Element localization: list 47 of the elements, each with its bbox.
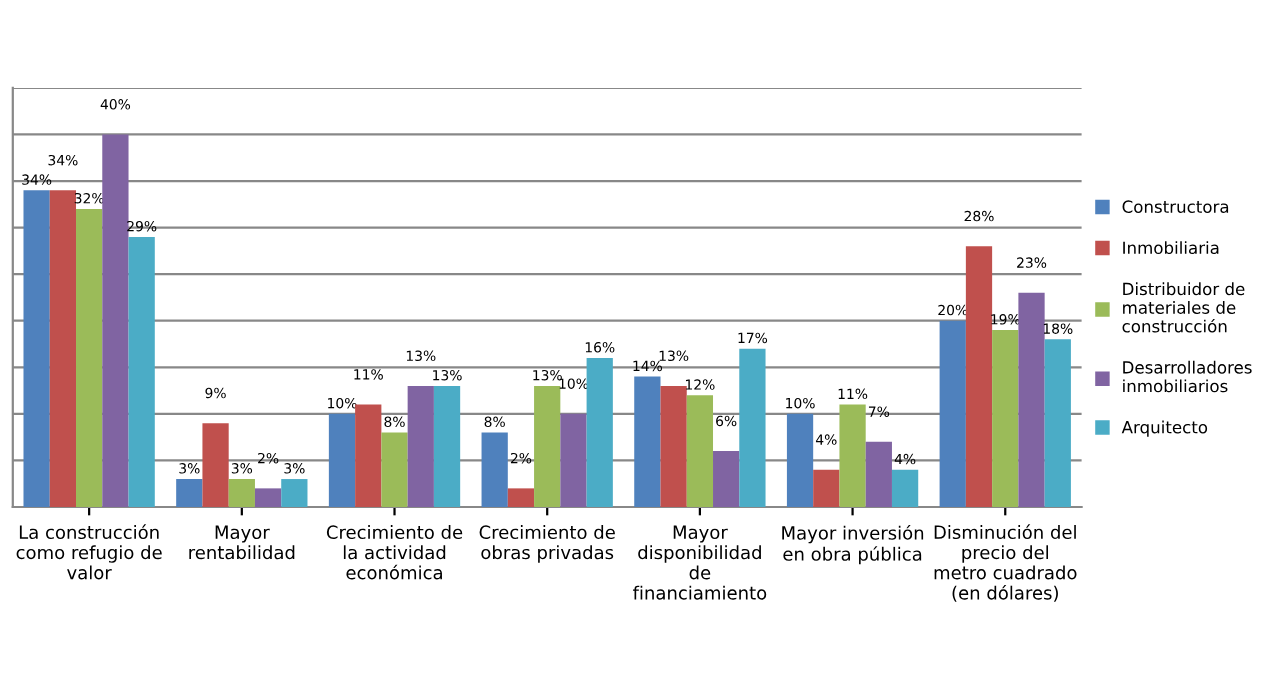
bar	[813, 469, 840, 507]
legend-label: Distribuidor de materiales de construcción	[1122, 282, 1245, 333]
bar	[786, 413, 814, 507]
bar	[713, 451, 740, 507]
bar	[355, 404, 382, 507]
x-tick-label: Crecimiento de la actividad económica	[326, 525, 463, 580]
legend-label: Desarrolladores inmobiliarios	[1123, 360, 1252, 393]
legend-label: Constructora	[1122, 200, 1229, 213]
bar	[865, 441, 892, 507]
bar	[23, 190, 50, 507]
bar	[560, 413, 587, 507]
bar	[76, 208, 103, 507]
x-tick-label: Mayor disponibilidad de financiamiento	[632, 525, 767, 600]
x-tick-label: La construcción como refugio de valor	[16, 524, 162, 580]
bar	[534, 385, 561, 507]
bar	[686, 395, 714, 507]
bar	[102, 134, 129, 507]
bar	[634, 376, 661, 507]
x-tick-label: Mayor rentabilidad	[189, 525, 295, 560]
bar	[254, 488, 282, 507]
bar	[202, 423, 229, 507]
bar	[739, 348, 766, 507]
bar	[228, 479, 255, 507]
bar	[660, 385, 687, 507]
bar	[1018, 292, 1045, 507]
bar	[481, 432, 508, 507]
bar	[1044, 339, 1071, 507]
bar	[507, 488, 535, 507]
x-tick-label: Crecimiento de obras privadas	[479, 525, 615, 563]
bar	[965, 246, 993, 507]
bar	[281, 479, 308, 507]
bar	[328, 413, 356, 507]
bar	[49, 190, 77, 507]
bar	[176, 479, 203, 507]
bar	[128, 236, 155, 507]
x-tick-label: Mayor inversión en obra pública	[782, 525, 924, 565]
bar	[586, 357, 613, 507]
x-tick-label: Disminución del precio del metro cuadrado (en dólares)	[934, 524, 1077, 602]
legend-label: Arquitecto	[1121, 420, 1208, 437]
bar	[407, 385, 434, 507]
bar	[433, 385, 461, 507]
bar	[992, 330, 1019, 507]
legend-label: Inmobiliaria	[1123, 241, 1219, 255]
bar	[891, 469, 919, 507]
bar	[939, 320, 966, 507]
bar	[381, 432, 408, 507]
bar	[839, 404, 866, 507]
